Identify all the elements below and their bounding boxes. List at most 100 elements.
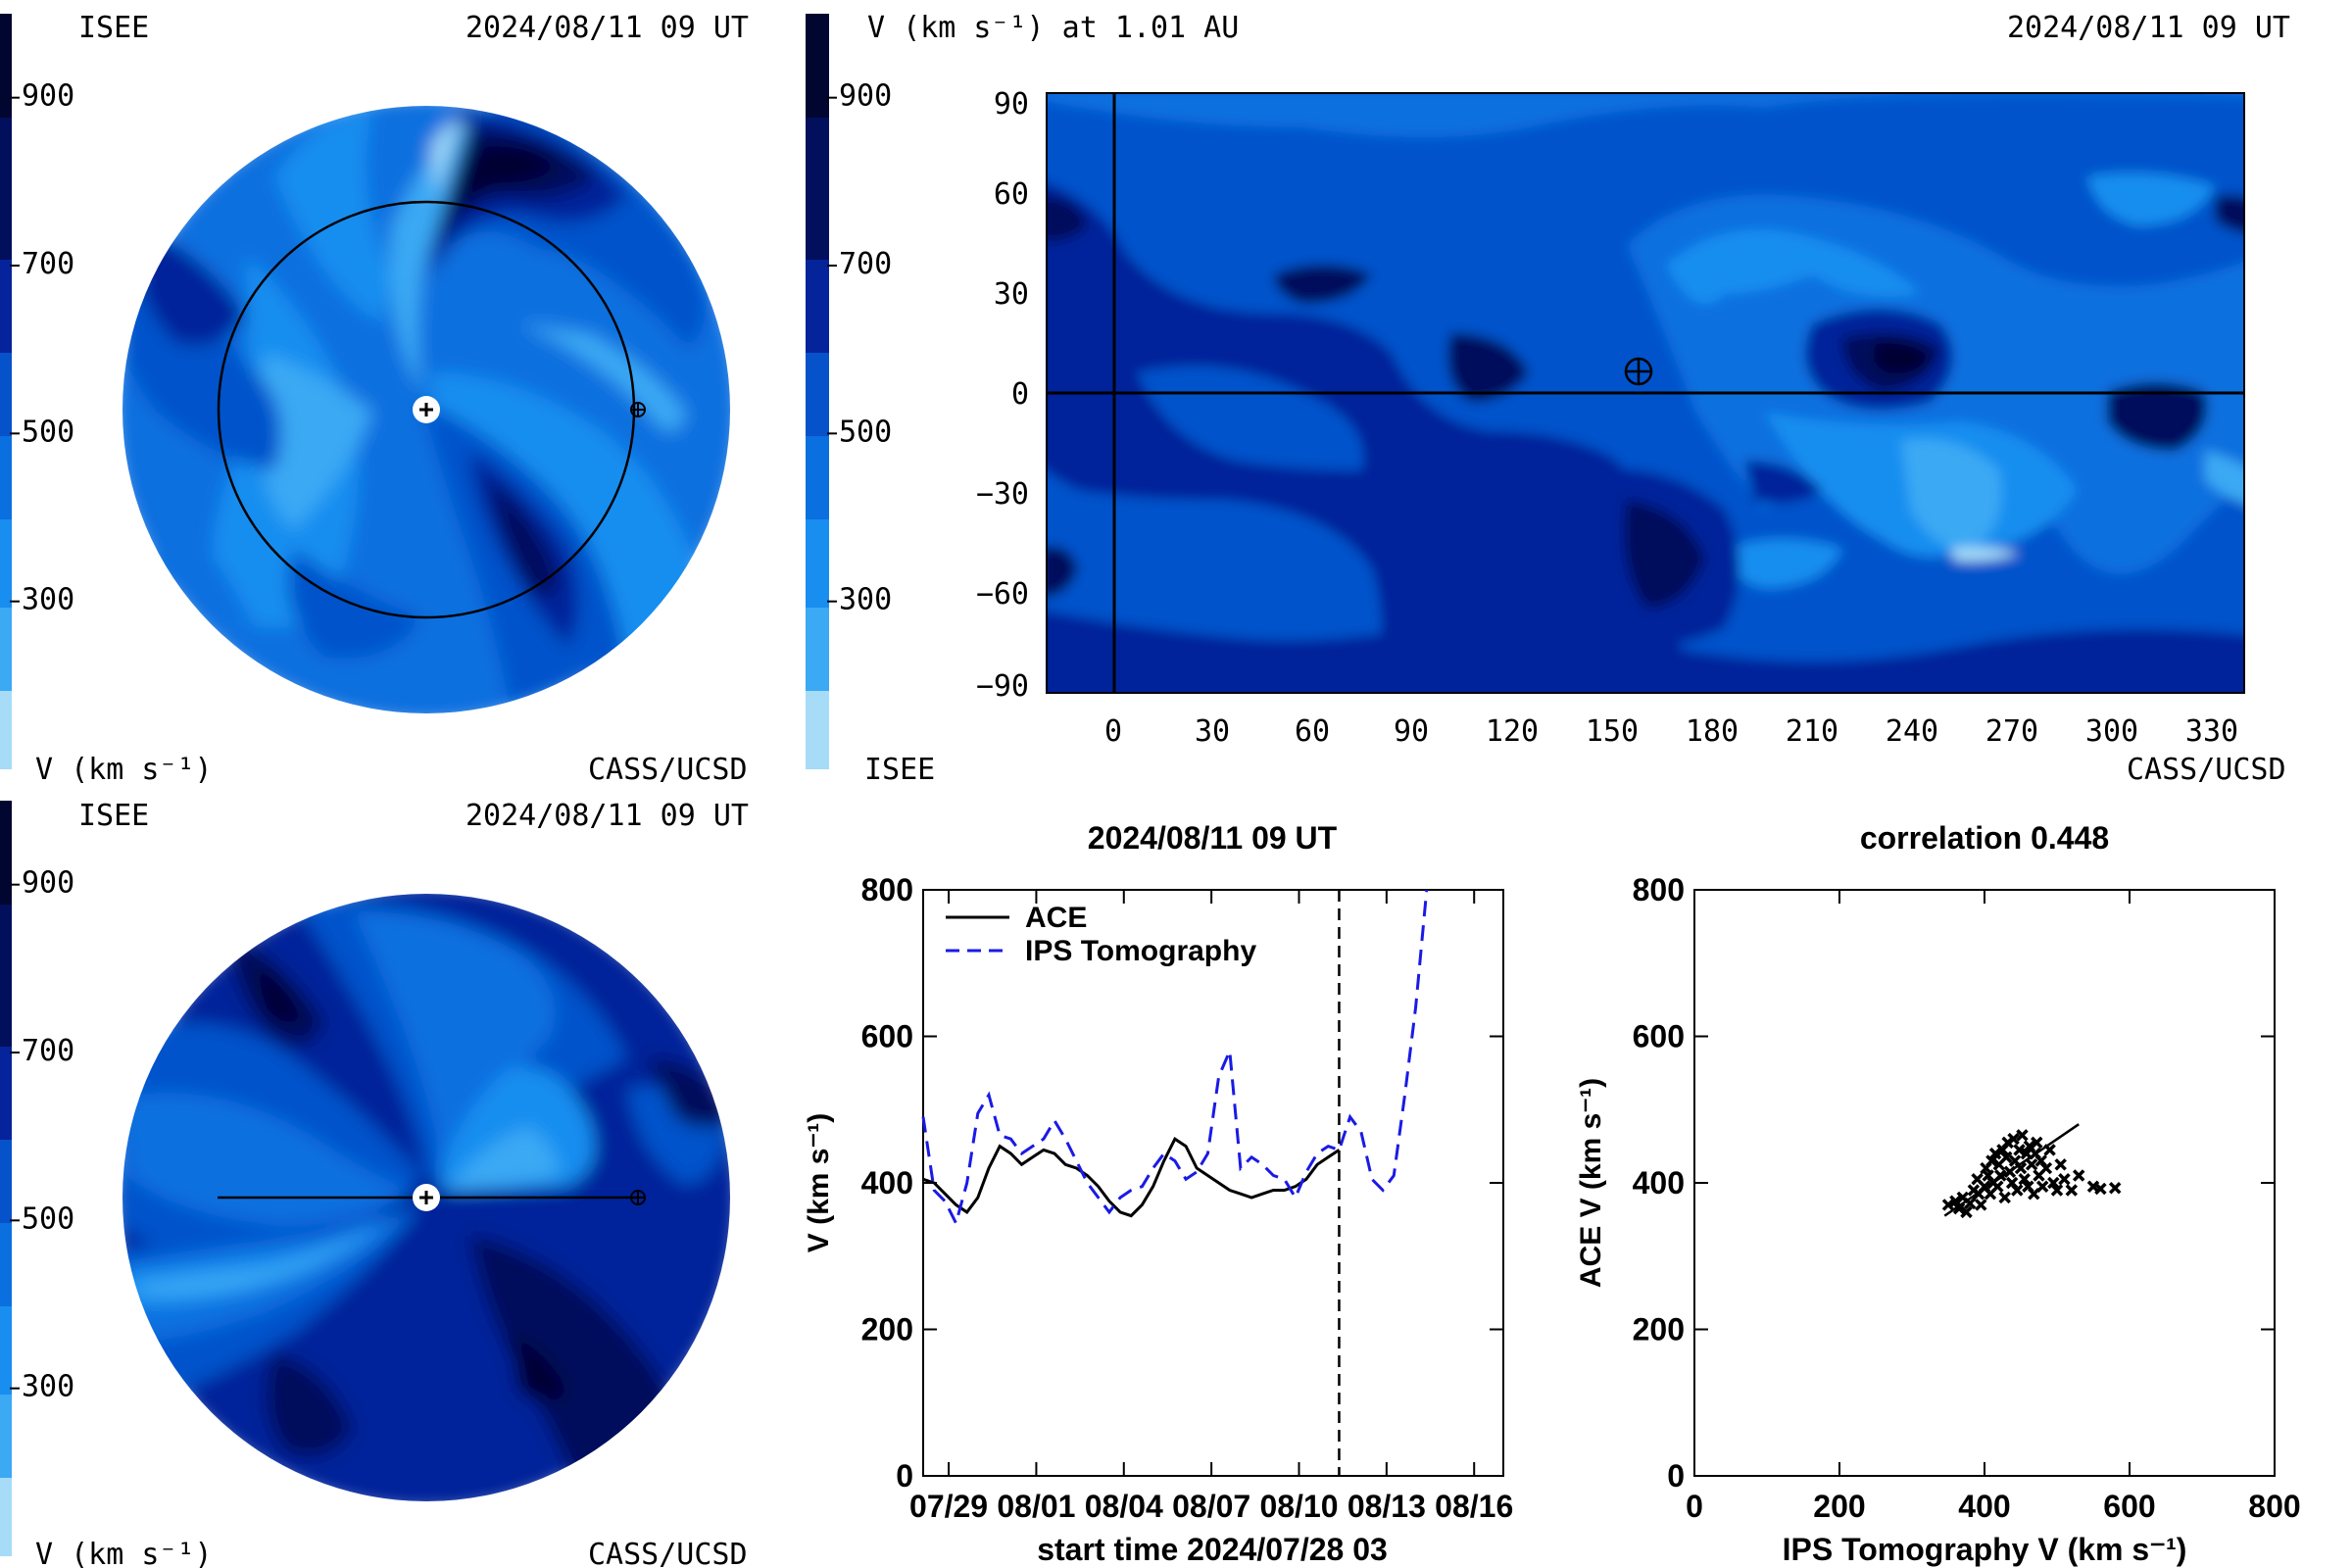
colorbar-tick-label: 900 <box>22 866 74 901</box>
sun-icon <box>413 396 440 423</box>
x-tick-label: 200 <box>1813 1489 1865 1524</box>
plot-frame <box>1693 889 2276 1477</box>
scatter-point <box>2039 1161 2053 1175</box>
x-tick-label: 0 <box>1104 714 1122 749</box>
y-tick-label: 60 <box>994 177 1029 212</box>
colorbar-level <box>0 118 12 260</box>
colorbar-level <box>0 14 12 118</box>
chart-title: correlation 0.448 <box>1860 820 2109 856</box>
x-tick-label: 08/13 <box>1348 1489 1426 1524</box>
colorbar-tick-label: 900 <box>22 79 74 114</box>
scatter-point <box>2108 1181 2122 1195</box>
scatter-point <box>2007 1132 2020 1146</box>
scatter-point <box>2011 1184 2024 1197</box>
x-tick-label: 300 <box>2085 714 2138 749</box>
y-tick-label: −30 <box>976 477 1029 512</box>
colorbar-ticks: 300 500 700 900 <box>827 79 892 617</box>
colorbar-tick-label: 700 <box>22 247 74 281</box>
colorbar-tick-label: 900 <box>839 79 892 114</box>
x-tick-label: 60 <box>1295 714 1330 749</box>
chart-title: 2024/08/11 09 UT <box>1088 820 1338 856</box>
colorbar-level <box>0 260 12 353</box>
legend-ace-label: ACE <box>1025 902 1087 934</box>
y-tick-label: 30 <box>994 277 1029 312</box>
ips-tomography-series-line <box>921 889 1429 1228</box>
x-tick-label: 08/07 <box>1172 1489 1250 1524</box>
x-tick-label: 150 <box>1586 714 1639 749</box>
plot-frame <box>922 889 1504 1477</box>
x-tick-label: 08/01 <box>997 1489 1075 1524</box>
scatter-point <box>2050 1184 2064 1197</box>
y-tick-label: 800 <box>1633 872 1685 907</box>
colorbar-tick-label: 700 <box>22 1034 74 1068</box>
earth-icon <box>630 1190 646 1205</box>
cass-ucsd-credit: CASS/UCSD <box>588 1538 748 1568</box>
colorbar-level <box>0 1306 12 1395</box>
x-tick-label: 240 <box>1886 714 1938 749</box>
colorbar-level <box>0 1478 12 1556</box>
x-tick-label: 600 <box>2103 1489 2155 1524</box>
colorbar-tick-label: 300 <box>22 1370 74 1404</box>
x-tick-label: 800 <box>2248 1489 2300 1524</box>
y-tick-label: 800 <box>861 872 913 907</box>
cass-ucsd-credit: CASS/UCSD <box>588 753 748 787</box>
scatter-point <box>1949 1195 1962 1207</box>
colorbar-level <box>806 519 829 608</box>
y-tick-label: 0 <box>1011 377 1029 412</box>
colorbar-tick-label: 300 <box>22 583 74 617</box>
x-tick-label: 07/29 <box>909 1489 988 1524</box>
map-x-ticks: 0 30 60 90 120 150 180 210 240 270 300 3… <box>1104 714 2238 749</box>
colorbar-level <box>0 691 12 769</box>
legend: ACE IPS Tomography <box>946 902 1256 967</box>
x-tick-label: 330 <box>2185 714 2238 749</box>
scatter-point <box>2072 1169 2085 1182</box>
scatter-point <box>1985 1154 1998 1167</box>
y-axis-label: V (km s⁻¹) <box>803 1113 835 1253</box>
scatter-point <box>1998 1191 2011 1204</box>
colorbar-tick-label: 500 <box>22 1201 74 1236</box>
map-y-ticks: 90 60 30 0 −30 −60 −90 <box>976 87 1029 704</box>
colorbar-level <box>806 353 829 436</box>
scatter-chart: 0 200 400 600 800 0 200 400 600 800 <box>1633 872 2301 1524</box>
y-tick-label: 400 <box>861 1165 913 1200</box>
time-series-chart: 0 200 400 600 800 07/29 08/01 08/04 08/07 08/10 08… <box>861 872 1514 1524</box>
scatter-point <box>1988 1147 2002 1160</box>
y-tick-label: 400 <box>1633 1165 1685 1200</box>
scatter-point <box>2016 1129 2029 1142</box>
y-tick-label: −60 <box>976 577 1029 612</box>
scatter-point <box>2058 1173 2071 1186</box>
colorbar-level <box>0 436 12 519</box>
colorbar-level <box>0 1047 12 1140</box>
scatter-point <box>2035 1180 2049 1193</box>
scatter-point <box>1975 1199 1987 1211</box>
scatter-point <box>2031 1136 2043 1150</box>
colorbar-tick-label: 700 <box>839 247 892 281</box>
y-axis-label: ACE V (km s⁻¹) <box>1575 1078 1607 1288</box>
isee-label: ISEE <box>864 753 935 787</box>
x-tick-label: 210 <box>1786 714 1838 749</box>
scatter-point <box>1941 1199 1955 1211</box>
x-tick-label: 90 <box>1394 714 1429 749</box>
colorbar-level <box>806 118 829 260</box>
y-tick-label: 90 <box>994 87 1029 122</box>
colorbar-level <box>0 1223 12 1306</box>
colorbar-tick-label: 300 <box>839 583 892 617</box>
y-tick-label: 600 <box>1633 1019 1685 1054</box>
colorbar-level <box>806 14 829 118</box>
colorbar-top-left: 300 500 700 900 <box>0 14 74 769</box>
regression-line <box>1943 1123 2080 1217</box>
colorbar-level <box>0 1140 12 1223</box>
y-tick-label: 200 <box>861 1312 913 1348</box>
map-title: V (km s⁻¹) at 1.01 AU <box>867 11 1239 45</box>
scatter-point <box>1999 1151 2013 1164</box>
cass-ucsd-credit: CASS/UCSD <box>2127 753 2286 787</box>
colorbar-level <box>806 260 829 353</box>
y-tick-label: 600 <box>861 1019 913 1054</box>
x-axis-label: start time 2024/07/28 03 <box>1037 1532 1388 1567</box>
scatter-point <box>2013 1144 2026 1156</box>
colorbar-label: V (km s⁻¹) <box>35 753 213 787</box>
colorbar-tick-label: 500 <box>839 415 892 449</box>
x-tick-label: 08/10 <box>1259 1489 1338 1524</box>
x-tick-label: 08/16 <box>1435 1489 1513 1524</box>
